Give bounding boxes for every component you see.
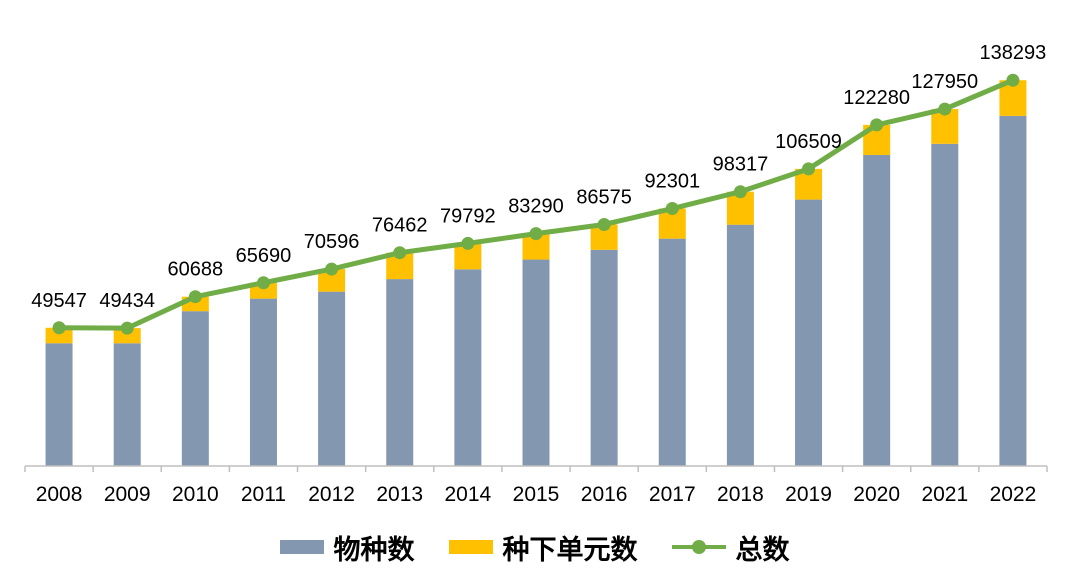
bar-species-2015: [522, 259, 550, 466]
x-tick-label-2021: 2021: [921, 483, 968, 506]
total-point-2008: [52, 321, 66, 335]
bar-infraspecific-2012: [318, 269, 346, 292]
x-tick-label-2017: 2017: [649, 483, 696, 506]
data-label-2021: 127950: [911, 71, 978, 93]
x-tick-label-2018: 2018: [717, 483, 764, 506]
legend-item-infraspecific: 种下单元数: [448, 528, 638, 567]
data-label-2019: 106509: [775, 131, 842, 153]
data-label-2008: 49547: [31, 290, 87, 312]
legend-label-species: 物种数: [333, 534, 415, 566]
bar-species-2019: [795, 199, 823, 466]
x-tick-label-2019: 2019: [785, 483, 832, 506]
x-tick-label-2016: 2016: [581, 483, 628, 506]
bar-species-2018: [726, 224, 754, 466]
x-tick-label-2009: 2009: [104, 483, 151, 506]
bar-species-2012: [318, 291, 346, 466]
x-tick-label-2008: 2008: [36, 483, 83, 506]
bar-species-2014: [454, 269, 482, 466]
data-label-2022: 138293: [980, 42, 1047, 64]
legend-swatch-infraspecific: [448, 540, 493, 554]
total-point-2020: [870, 118, 884, 132]
data-label-2013: 76462: [372, 215, 428, 237]
data-label-2020: 122280: [843, 87, 910, 109]
x-tick-label-2015: 2015: [513, 483, 560, 506]
data-label-2018: 98317: [713, 154, 769, 176]
total-point-2014: [461, 236, 475, 250]
bar-species-2020: [863, 154, 891, 466]
total-point-2022: [1006, 73, 1020, 87]
bar-infraspecific-2011: [249, 282, 277, 299]
legend-swatch-total: [671, 540, 726, 554]
x-tick-label-2012: 2012: [308, 483, 355, 506]
legend: 物种数 种下单元数 总数: [0, 522, 1069, 572]
bar-species-2016: [590, 249, 618, 466]
total-point-2015: [529, 227, 543, 241]
data-label-2009: 49434: [99, 290, 155, 312]
total-point-2010: [188, 290, 202, 304]
data-label-2017: 92301: [644, 171, 700, 193]
bar-species-2017: [658, 238, 686, 466]
x-tick-label-2013: 2013: [376, 483, 423, 506]
total-point-2011: [256, 276, 270, 290]
legend-swatch-species: [279, 540, 324, 554]
data-label-2010: 60688: [168, 259, 224, 281]
legend-item-total: 总数: [671, 528, 790, 567]
bar-infraspecific-2008: [45, 327, 73, 344]
bar-infraspecific-2009: [113, 328, 141, 344]
x-tick-label-2022: 2022: [990, 483, 1037, 506]
bar-species-2009: [113, 343, 141, 466]
total-point-2016: [597, 217, 611, 231]
bar-species-2013: [386, 279, 414, 466]
bar-species-2010: [181, 311, 209, 466]
total-point-2012: [325, 262, 339, 276]
total-point-2017: [665, 202, 679, 216]
legend-label-infraspecific: 种下单元数: [502, 534, 638, 566]
x-tick-label-2014: 2014: [445, 483, 492, 506]
bar-species-2011: [249, 298, 277, 466]
legend-item-species: 物种数: [279, 528, 415, 567]
total-point-2009: [120, 321, 134, 335]
data-label-2012: 70596: [304, 231, 360, 253]
data-label-2016: 86575: [576, 186, 632, 208]
bar-species-2008: [45, 343, 73, 466]
legend-label-total: 总数: [735, 534, 790, 566]
total-point-2019: [802, 162, 816, 176]
data-label-2011: 65690: [236, 245, 292, 267]
total-point-2021: [938, 102, 952, 116]
total-point-2013: [393, 246, 407, 260]
data-label-2015: 83290: [508, 196, 564, 218]
x-tick-label-2020: 2020: [853, 483, 900, 506]
bar-species-2022: [999, 115, 1027, 466]
total-point-2018: [733, 185, 747, 199]
data-label-2014: 79792: [440, 205, 496, 227]
x-tick-label-2010: 2010: [172, 483, 219, 506]
x-tick-label-2011: 2011: [241, 483, 286, 506]
bar-species-2021: [931, 143, 959, 466]
chart-plot: 49547 49434 60688 65690 70596 76462 79792 83290…: [24, 42, 1048, 506]
